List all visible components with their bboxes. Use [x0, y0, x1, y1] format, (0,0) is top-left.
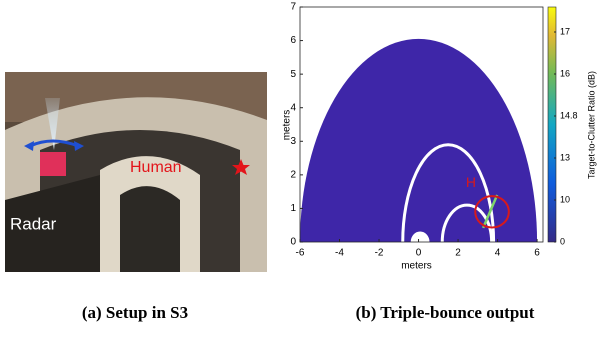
- caption: (b) Triple-bounce output: [356, 303, 535, 322]
- arrow-head: [74, 141, 84, 151]
- clutter-arc: [410, 231, 430, 243]
- scan-arrow: [29, 139, 79, 148]
- x-tick-label: 2: [455, 248, 461, 259]
- target-streak: [481, 194, 499, 229]
- colorbar-label: Target-to-Clutter Ratio (dB): [586, 71, 596, 179]
- coverage-region: [300, 38, 538, 242]
- inner-well: [120, 186, 180, 272]
- caption: (a) Setup in S3: [82, 303, 188, 322]
- chart: H -6 -4 -2 0 2 4 6 0 1 2 3 4 5 6 7 meters meters 0 10 13 14.8…: [282, 2, 597, 272]
- colorbar-tick-label: 14.8: [560, 110, 578, 120]
- radar-device: [40, 152, 66, 176]
- y-tick-label: 7: [290, 2, 296, 13]
- colorbar-tick-label: 10: [560, 194, 570, 204]
- y-axis-label: meters: [282, 110, 293, 141]
- highlight-circle: [474, 195, 510, 229]
- x-tick-label: 4: [495, 248, 501, 259]
- human-label: Human: [130, 159, 182, 176]
- y-tick-label: 1: [290, 203, 296, 214]
- x-axis-label: meters: [401, 261, 432, 272]
- y-tick-label: 3: [290, 136, 296, 147]
- colorbar-tick-label: 13: [560, 152, 570, 162]
- human-marker: [232, 159, 250, 175]
- radar-beam: [45, 98, 60, 150]
- x-tick-label: -6: [296, 248, 305, 259]
- y-tick-label: 0: [290, 237, 296, 248]
- x-tick-label: -4: [335, 248, 344, 259]
- steps: [5, 175, 100, 272]
- axes-box: [299, 6, 544, 243]
- y-tick-label: 4: [290, 102, 296, 113]
- y-tick-label: 5: [290, 69, 296, 80]
- clutter-arc: [401, 143, 496, 243]
- photo: Radar Human: [5, 72, 267, 272]
- y-tick-label: 2: [290, 169, 296, 180]
- colorbar: [547, 6, 557, 243]
- colorbar-tick-label: 16: [560, 68, 570, 78]
- x-tick-label: 6: [534, 248, 540, 259]
- annotation: H: [466, 174, 476, 190]
- x-tick-label: -2: [375, 248, 384, 259]
- y-tick-label: 6: [290, 35, 296, 46]
- radar-label: Radar: [10, 214, 57, 233]
- arrow-head: [24, 141, 34, 151]
- colorbar-tick-label: 17: [560, 26, 570, 36]
- x-tick-label: 0: [416, 248, 422, 259]
- colorbar-tick-label: 0: [560, 236, 565, 246]
